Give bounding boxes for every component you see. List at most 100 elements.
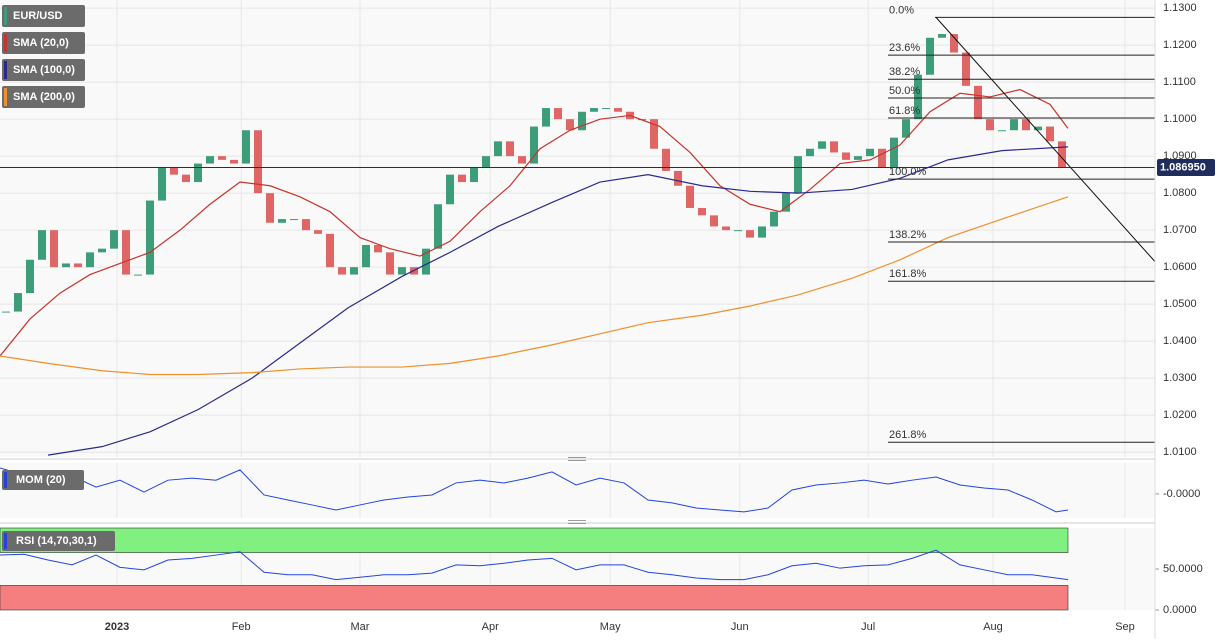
y-tick-label: 1.0500 [1163,298,1197,310]
grid [0,0,1159,611]
last-price-label: 1.086950 [1160,161,1206,173]
candle [962,52,970,86]
candle [614,108,622,112]
legend-item[interactable]: EUR/USD [2,5,85,27]
candle [506,141,514,157]
candle [986,119,994,131]
candle [278,219,286,223]
candle [302,219,310,231]
x-tick-label: Jul [861,621,875,633]
y-tick-label: 0.0000 [1163,604,1197,616]
candle [518,156,526,164]
candle [758,226,766,238]
sma-line [0,88,1069,357]
legend-label: SMA (20,0) [13,37,69,49]
candle [422,248,430,275]
candle [530,126,538,164]
candle [86,252,94,268]
candle [494,141,502,157]
legend-box [2,86,85,108]
candle [218,156,226,160]
candle [926,37,934,75]
legend-item[interactable]: SMA (200,0) [2,86,85,108]
y-tick-label: 1.0400 [1163,335,1197,347]
candle [134,274,142,276]
candle [914,74,922,120]
fib-label: 100.0% [889,166,927,178]
legend-box [2,5,85,27]
candle [710,215,718,227]
y-tick-label: 50.0000 [1163,563,1203,575]
candle [482,156,490,168]
y-tick-label: 1.0100 [1163,446,1197,458]
legend-swatch [4,61,7,79]
candle [566,119,574,131]
candle [350,267,358,275]
legend-label: SMA (100,0) [13,64,75,76]
candle [470,167,478,183]
candle [890,137,898,168]
legend-item[interactable]: SMA (100,0) [2,59,85,81]
candle [578,111,586,131]
fib-label: 61.8% [889,105,920,117]
candle [314,230,322,234]
candle [1034,126,1042,131]
candle [158,167,166,201]
candle [686,185,694,208]
grip[interactable] [568,457,586,524]
candle [734,230,742,232]
candle [770,211,778,227]
plot [0,16,1156,581]
y-tick-label: 1.0200 [1163,409,1197,421]
candle [434,204,442,249]
x-tick-label: May [600,621,621,633]
candle [26,259,34,294]
candle [806,148,814,157]
fib-label: 23.6% [889,42,920,54]
overlay: 2023 Feb Mar Apr May Jun Jul Aug Sep 1.1300 1.1200… [2,2,1215,633]
legend-box [2,59,85,81]
candle [374,244,382,253]
legend-swatch [4,472,7,488]
candle [50,230,58,268]
candle [1046,126,1054,142]
candle [998,130,1006,132]
candle [386,252,394,275]
candle [854,156,862,160]
band [0,527,1069,553]
band [0,585,1069,611]
candle [146,200,154,275]
sma-line [0,196,1069,376]
candle [110,230,118,249]
candle [254,130,262,194]
candle [194,163,202,183]
fib-label: 138.2% [889,229,927,241]
candle [662,148,670,171]
candle [1022,119,1030,131]
last-price-box [1157,158,1215,176]
y-tick-label: 1.0300 [1163,372,1197,384]
candle [242,130,250,164]
trendline [935,17,1156,262]
candle [170,167,178,175]
legend-label: RSI (14,70,30,1) [16,535,97,547]
candle [14,293,22,312]
candle [458,174,466,183]
mom-panel [0,463,1155,518]
y-tick-label: 1.1000 [1163,113,1197,125]
y-tick-label: 1.0600 [1163,261,1197,273]
candle [818,141,826,149]
fib-label: 261.8% [889,429,927,441]
candle [542,108,550,127]
candle [62,263,70,268]
candle [230,159,238,164]
candle [782,193,790,212]
candle [554,108,562,120]
x-tick-label: Sep [1115,621,1135,633]
y-tick-label: 1.0800 [1163,187,1197,199]
legend-label: MOM (20) [16,474,66,486]
candle [1010,119,1018,131]
legend-swatch [4,88,7,106]
legend-item[interactable]: SMA (20,0) [2,32,85,54]
